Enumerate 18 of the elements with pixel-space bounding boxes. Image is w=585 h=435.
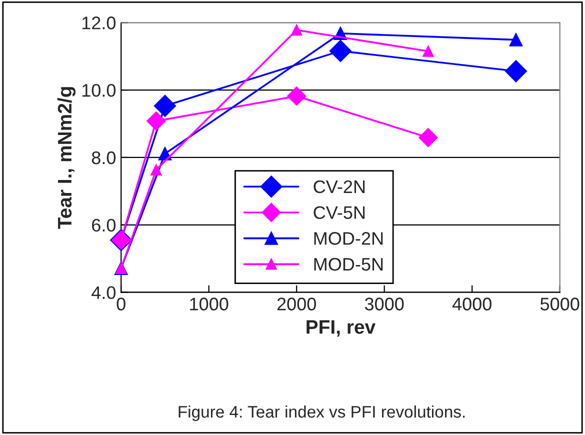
legend-label: CV-5N <box>314 206 365 219</box>
y-tick-label: 10.0 <box>82 84 116 97</box>
y-tick-label: 6.0 <box>92 218 116 232</box>
caption: Figure 4: Tear index vs PFI revolutions. <box>178 405 465 422</box>
y-tick-label: 12.0 <box>82 16 116 30</box>
legend-label: CV-2N <box>314 180 365 194</box>
y-tick-label: 4.0 <box>92 286 116 300</box>
x-tick-label: 4000 <box>452 298 492 310</box>
x-tick-label: 3000 <box>364 298 404 310</box>
x-tick-label: 1000 <box>190 298 228 310</box>
y-axis-title: Tear I., mNm2/g <box>57 87 76 229</box>
x-tick-label: 5000 <box>540 298 580 310</box>
y-tick-label: 8.0 <box>92 151 116 164</box>
x-axis-title: PFI, rev <box>306 320 376 337</box>
legend-label: MOD-2N <box>314 232 383 245</box>
x-tick-label: 2000 <box>277 298 316 310</box>
legend-label: MOD-5N <box>314 258 383 271</box>
x-tick-label: 0 <box>116 298 126 310</box>
